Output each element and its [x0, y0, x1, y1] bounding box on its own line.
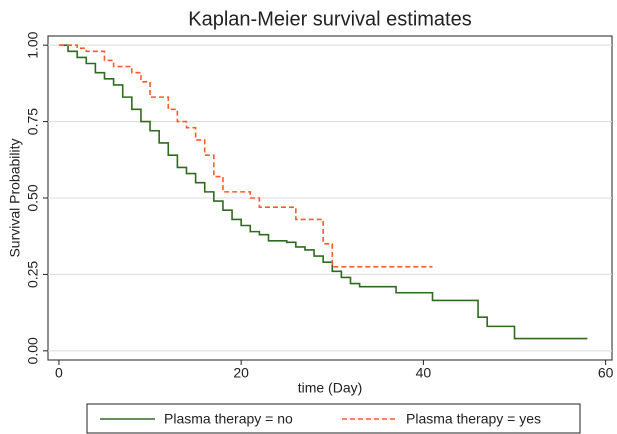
legend-label: Plasma therapy = yes: [406, 411, 541, 427]
y-tick-label: 0.00: [25, 337, 41, 364]
x-tick-label: 60: [598, 365, 614, 381]
chart-title: Kaplan-Meier survival estimates: [188, 8, 471, 30]
y-axis-label: Survival Probability: [7, 138, 23, 257]
survival-curve: [58, 44, 433, 268]
legend-label: Plasma therapy = no: [164, 411, 293, 427]
x-tick-label: 20: [233, 365, 249, 381]
legend-box: [86, 403, 581, 434]
y-tick-label: 0.25: [25, 261, 41, 288]
x-tick-label: 40: [416, 365, 432, 381]
survival-curve: [58, 44, 588, 340]
y-tick-label: 1.00: [25, 31, 41, 58]
y-tick-label: 0.50: [25, 184, 41, 211]
x-axis-label: time (Day): [298, 380, 363, 396]
x-tick-label: 0: [55, 365, 63, 381]
y-tick-label: 0.75: [25, 108, 41, 135]
